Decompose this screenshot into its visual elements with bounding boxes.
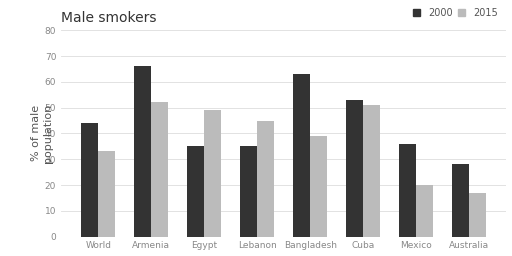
Bar xyxy=(346,100,363,237)
Bar xyxy=(240,146,257,237)
Bar xyxy=(187,146,204,237)
Bar xyxy=(293,74,310,237)
Legend: 2000, 2015: 2000, 2015 xyxy=(410,4,502,22)
Bar xyxy=(310,136,327,237)
Text: Male smokers: Male smokers xyxy=(61,11,157,25)
Bar xyxy=(452,164,469,237)
Bar xyxy=(134,66,151,237)
Bar xyxy=(204,110,221,237)
Bar xyxy=(81,123,98,237)
Bar xyxy=(469,193,486,237)
Bar xyxy=(363,105,380,237)
Bar xyxy=(257,121,274,237)
Bar xyxy=(416,185,433,237)
Bar xyxy=(98,152,115,237)
Y-axis label: % of male
population: % of male population xyxy=(31,104,53,163)
Bar xyxy=(399,144,416,237)
Bar xyxy=(151,102,168,237)
